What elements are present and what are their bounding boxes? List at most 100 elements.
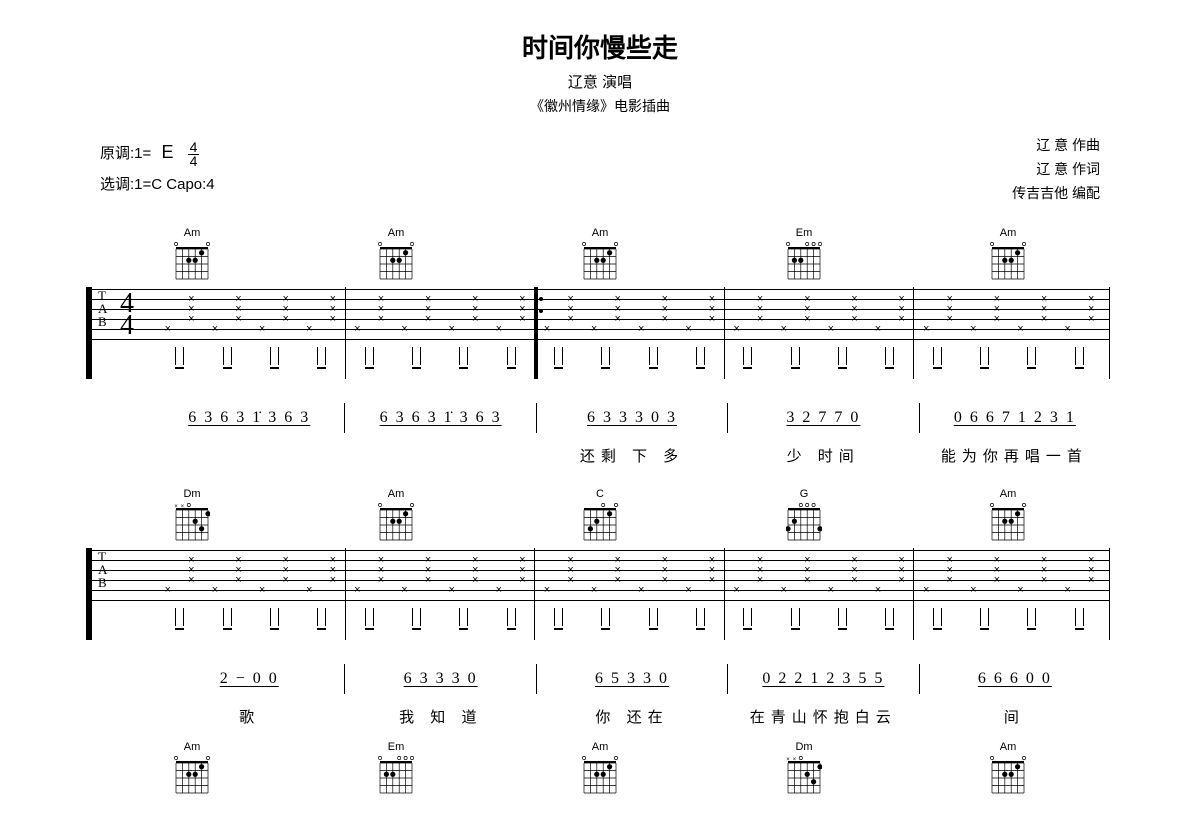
numbered-measure: 3 2 7 7 0 [728, 403, 919, 433]
chord-diagram: Em [786, 227, 822, 283]
strum-mark: × [1088, 574, 1094, 586]
lyric-measure: 间 [919, 706, 1110, 727]
lyric-measure: 能为你再唱一首 [919, 445, 1110, 466]
lyric-measure: 在青山怀抱白云 [728, 706, 919, 727]
strum-mark: × [662, 574, 668, 586]
strum-mark: × [378, 313, 384, 325]
svg-text:×: × [181, 504, 185, 510]
chord-name: Dm [786, 741, 822, 753]
chord-name: Em [378, 741, 414, 753]
chord-diagram: Dm×× [786, 741, 822, 797]
chord-name: Em [786, 227, 822, 239]
time-sig-on-staff: 44 [120, 293, 134, 337]
strum-mark: × [923, 323, 929, 335]
staff-system-1: AmAmAmEmAm TAB 44 ×××××××××××××××× ×××××… [90, 227, 1110, 466]
strum-mark: × [947, 313, 953, 325]
numbered-measure: 6 3 6 3 1̇ 3 6 3 [154, 403, 345, 433]
strum-mark: × [212, 323, 218, 335]
strum-mark: × [875, 323, 881, 335]
meta-row: 原调:1= E 4 4 选调:1=C Capo:4 辽 意 作曲 辽 意 作词 … [0, 116, 1200, 205]
strum-mark: × [188, 574, 194, 586]
strum-mark: × [638, 323, 644, 335]
strum-mark: × [472, 313, 478, 325]
lyric-measure: 我 知 道 [345, 706, 536, 727]
strum-mark: × [638, 584, 644, 596]
lyric-measure [154, 445, 345, 466]
strum-mark: × [970, 323, 976, 335]
chord-diagram: C [582, 488, 618, 544]
strum-mark: × [354, 323, 360, 335]
numbered-measure: 0 2 2 1 2 3 5 5 [728, 664, 919, 694]
strum-mark: × [733, 323, 739, 335]
strum-mark: × [757, 313, 763, 325]
numbered-measure: 0 6 6 7 1 2 3 1 [920, 403, 1110, 433]
strum-mark: × [828, 323, 834, 335]
strum-mark: × [544, 584, 550, 596]
numbered-measure: 2 − 0 0 [154, 664, 345, 694]
strum-mark: × [259, 584, 265, 596]
orig-key-value: E [161, 142, 173, 162]
lyric-row: 歌我 知 道你 还在在青山怀抱白云间 [90, 706, 1110, 727]
strum-mark: × [994, 313, 1000, 325]
strum-mark: × [165, 584, 171, 596]
strum-mark: × [496, 323, 502, 335]
chord-diagram: Am [378, 488, 414, 544]
strum-mark: × [1017, 323, 1023, 335]
svg-text:×: × [786, 757, 790, 763]
singer-line: 辽意 演唱 [0, 71, 1200, 92]
numbered-measure: 6 5 3 3 0 [537, 664, 728, 694]
numbered-measure: 6 3 3 3 0 3 [537, 403, 728, 433]
numbered-measure: 6 3 3 3 0 [345, 664, 536, 694]
strum-mark: × [544, 323, 550, 335]
strum-mark: × [1088, 313, 1094, 325]
chord-row: AmAmAmEmAm [90, 227, 1110, 283]
strum-mark: × [567, 574, 573, 586]
numbered-notation-row: 2 − 0 06 3 3 3 06 5 3 3 00 2 2 1 2 3 5 5… [90, 664, 1110, 694]
numbered-notation-row: 6 3 6 3 1̇ 3 6 36 3 6 3 1̇ 3 6 36 3 3 3 … [90, 403, 1110, 433]
chord-diagram: Em [378, 741, 414, 797]
strum-mark: × [757, 574, 763, 586]
numbered-measure: 6 6 6 0 0 [920, 664, 1110, 694]
orig-key-label: 原调:1= [100, 145, 151, 162]
strum-mark: × [970, 584, 976, 596]
strum-mark: × [804, 313, 810, 325]
chord-diagram: Am [174, 227, 210, 283]
chord-name: Am [990, 741, 1026, 753]
strum-mark: × [875, 584, 881, 596]
chord-name: Am [582, 227, 618, 239]
chord-name: Am [378, 227, 414, 239]
lyric-measure: 还剩 下 多 [536, 445, 727, 466]
numbered-measure: 6 3 6 3 1̇ 3 6 3 [345, 403, 536, 433]
strum-mark: × [496, 584, 502, 596]
tab-staff: TAB 44 ×××××××××××××××× ××××××××××××××××… [90, 287, 1110, 379]
chord-diagram: Am [990, 741, 1026, 797]
strum-mark: × [282, 313, 288, 325]
chord-name: Am [378, 488, 414, 500]
chord-name: Am [582, 741, 618, 753]
strum-mark: × [354, 584, 360, 596]
strum-mark: × [1041, 313, 1047, 325]
strum-mark: × [378, 574, 384, 586]
chord-name: Am [990, 488, 1026, 500]
strum-mark: × [614, 574, 620, 586]
strum-mark: × [448, 323, 454, 335]
strum-mark: × [401, 584, 407, 596]
strum-mark: × [898, 574, 904, 586]
strum-mark: × [685, 323, 691, 335]
chord-row: Dm××AmCGAm [90, 488, 1110, 544]
chord-diagram: Am [990, 488, 1026, 544]
composer: 辽 意 作曲 [1012, 134, 1100, 158]
strum-mark: × [330, 313, 336, 325]
strum-mark: × [662, 313, 668, 325]
lyricist: 辽 意 作词 [1012, 158, 1100, 182]
staff-system-2: Dm××AmCGAm TAB ×××××××××××××××× ××××××××… [90, 488, 1110, 727]
strum-mark: × [1064, 323, 1070, 335]
strum-mark: × [591, 323, 597, 335]
strum-mark: × [780, 584, 786, 596]
strum-mark: × [401, 323, 407, 335]
chord-name: G [786, 488, 822, 500]
strum-mark: × [235, 313, 241, 325]
strum-mark: × [733, 584, 739, 596]
strum-mark: × [259, 323, 265, 335]
tab-staff: TAB ×××××××××××××××× ×××××××××××××××× ××… [90, 548, 1110, 640]
